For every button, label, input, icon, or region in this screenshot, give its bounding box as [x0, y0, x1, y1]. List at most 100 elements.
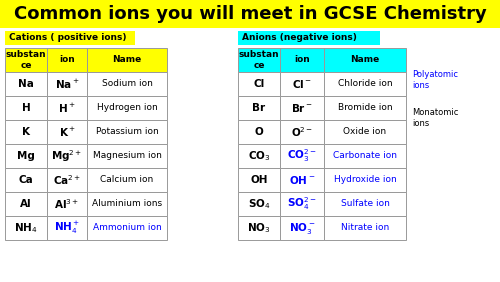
Text: Sulfate ion: Sulfate ion: [340, 199, 390, 208]
Bar: [280, 72, 324, 96]
Text: Mg$^{2+}$: Mg$^{2+}$: [52, 148, 82, 164]
Bar: [238, 192, 280, 216]
Text: Na$^+$: Na$^+$: [54, 78, 80, 91]
Text: K: K: [22, 127, 30, 137]
Bar: [324, 168, 406, 192]
Bar: [87, 192, 167, 216]
Text: Sodium ion: Sodium ion: [102, 80, 152, 89]
Bar: [280, 168, 324, 192]
Bar: [324, 72, 406, 96]
Bar: [47, 144, 87, 168]
Text: Monatomic
ions: Monatomic ions: [412, 108, 459, 128]
Text: substan
ce: substan ce: [6, 50, 46, 70]
Bar: [238, 216, 280, 240]
Text: Common ions you will meet in GCSE Chemistry: Common ions you will meet in GCSE Chemis…: [14, 5, 486, 23]
Text: Nitrate ion: Nitrate ion: [341, 224, 389, 232]
Text: Cations ( positive ions): Cations ( positive ions): [9, 34, 127, 43]
Bar: [87, 216, 167, 240]
Text: Cl: Cl: [254, 79, 264, 89]
Text: Carbonate ion: Carbonate ion: [333, 151, 397, 160]
Bar: [238, 48, 280, 72]
Text: Na: Na: [18, 79, 34, 89]
Text: Potassium ion: Potassium ion: [96, 127, 158, 136]
Bar: [238, 168, 280, 192]
Bar: [238, 96, 280, 120]
Bar: [280, 120, 324, 144]
Bar: [47, 168, 87, 192]
Bar: [87, 144, 167, 168]
Text: NO$_3^-$: NO$_3^-$: [289, 221, 315, 235]
Bar: [238, 144, 280, 168]
Bar: [47, 192, 87, 216]
Bar: [47, 120, 87, 144]
Text: OH$^-$: OH$^-$: [289, 174, 315, 186]
Bar: [5, 216, 47, 240]
Text: O: O: [254, 127, 264, 137]
Text: H: H: [22, 103, 30, 113]
Bar: [5, 96, 47, 120]
Text: Polyatomic
ions: Polyatomic ions: [412, 70, 458, 90]
Bar: [5, 120, 47, 144]
Bar: [238, 31, 380, 45]
Text: Ca$^{2+}$: Ca$^{2+}$: [53, 173, 81, 187]
Text: OH: OH: [250, 175, 268, 185]
Bar: [47, 96, 87, 120]
Bar: [5, 168, 47, 192]
Text: Cl$^-$: Cl$^-$: [292, 78, 312, 90]
Text: H$^+$: H$^+$: [58, 102, 76, 114]
Text: NO$_3$: NO$_3$: [247, 221, 271, 235]
Text: Hydrogen ion: Hydrogen ion: [96, 103, 158, 113]
Bar: [5, 144, 47, 168]
Text: K$^+$: K$^+$: [58, 125, 76, 138]
Text: Ca: Ca: [18, 175, 34, 185]
Bar: [87, 96, 167, 120]
Text: Aluminium ions: Aluminium ions: [92, 199, 162, 208]
Text: Bromide ion: Bromide ion: [338, 103, 392, 113]
Bar: [87, 48, 167, 72]
Text: Magnesium ion: Magnesium ion: [92, 151, 162, 160]
Text: Al$^{3+}$: Al$^{3+}$: [54, 197, 80, 211]
Text: O$^{2-}$: O$^{2-}$: [291, 125, 313, 139]
Bar: [5, 192, 47, 216]
Bar: [5, 31, 135, 45]
Bar: [280, 96, 324, 120]
Bar: [324, 120, 406, 144]
Text: ion: ion: [294, 56, 310, 65]
Text: Name: Name: [112, 56, 142, 65]
Bar: [324, 48, 406, 72]
Text: SO$_4$: SO$_4$: [248, 197, 270, 211]
Text: Ammonium ion: Ammonium ion: [92, 224, 162, 232]
Text: CO$_3$: CO$_3$: [248, 149, 270, 163]
Text: Oxide ion: Oxide ion: [344, 127, 386, 136]
Bar: [5, 72, 47, 96]
Bar: [87, 120, 167, 144]
Text: Mg: Mg: [17, 151, 35, 161]
Bar: [280, 144, 324, 168]
Bar: [280, 48, 324, 72]
Text: Anions (negative ions): Anions (negative ions): [242, 34, 357, 43]
Text: NH$_4$: NH$_4$: [14, 221, 38, 235]
Bar: [280, 216, 324, 240]
Text: CO$_3^{2-}$: CO$_3^{2-}$: [287, 147, 317, 164]
Text: substan
ce: substan ce: [238, 50, 280, 70]
Bar: [238, 120, 280, 144]
Bar: [324, 216, 406, 240]
Bar: [324, 144, 406, 168]
Text: NH$_4^+$: NH$_4^+$: [54, 220, 80, 236]
Text: Calcium ion: Calcium ion: [100, 175, 154, 184]
Text: Br$^-$: Br$^-$: [291, 102, 313, 114]
Bar: [47, 216, 87, 240]
Bar: [87, 72, 167, 96]
Bar: [238, 72, 280, 96]
Text: Br: Br: [252, 103, 266, 113]
Text: Hydroxide ion: Hydroxide ion: [334, 175, 396, 184]
Text: ion: ion: [59, 56, 75, 65]
Text: Al: Al: [20, 199, 32, 209]
Bar: [0, 0, 500, 28]
Text: Name: Name: [350, 56, 380, 65]
Bar: [324, 192, 406, 216]
Bar: [324, 96, 406, 120]
Bar: [280, 192, 324, 216]
Text: SO$_4^{2-}$: SO$_4^{2-}$: [287, 196, 317, 212]
Bar: [87, 168, 167, 192]
